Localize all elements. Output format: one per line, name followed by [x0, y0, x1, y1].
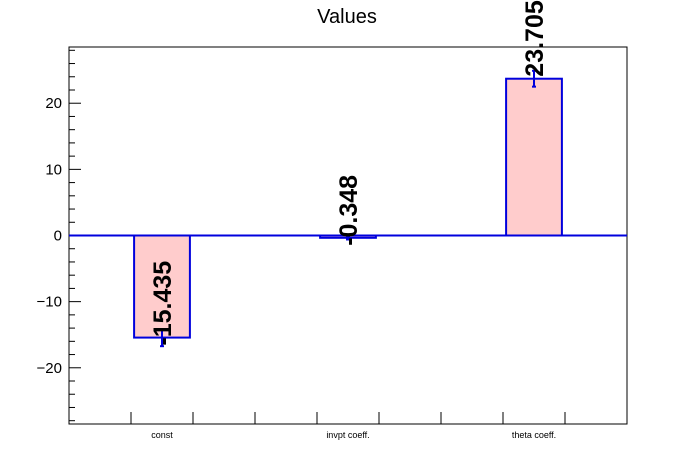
chart-title: Values	[317, 6, 377, 28]
bar	[133, 234, 191, 339]
y-tick-label: 20	[45, 95, 62, 112]
value-label: -0.348	[335, 175, 363, 246]
y-axis: −20 −10 0 10 20	[37, 49, 81, 422]
y-tick-label: −20	[37, 360, 62, 377]
error-bars	[160, 69, 536, 348]
value-label: -15.435	[149, 261, 177, 346]
value-label: 23.705	[521, 0, 549, 77]
bar	[505, 77, 563, 237]
y-tick-label: 10	[45, 161, 62, 178]
y-tick-label: 0	[54, 228, 62, 245]
x-axis: const invpt coeff. theta coeff.	[130, 412, 566, 440]
x-category-label: const	[151, 430, 173, 440]
value-labels: -15.435 -0.348 23.705	[149, 0, 549, 345]
bars	[133, 77, 563, 339]
y-tick-label: −10	[37, 294, 62, 311]
x-category-label: theta coeff.	[512, 430, 556, 440]
x-category-label: invpt coeff.	[326, 430, 369, 440]
